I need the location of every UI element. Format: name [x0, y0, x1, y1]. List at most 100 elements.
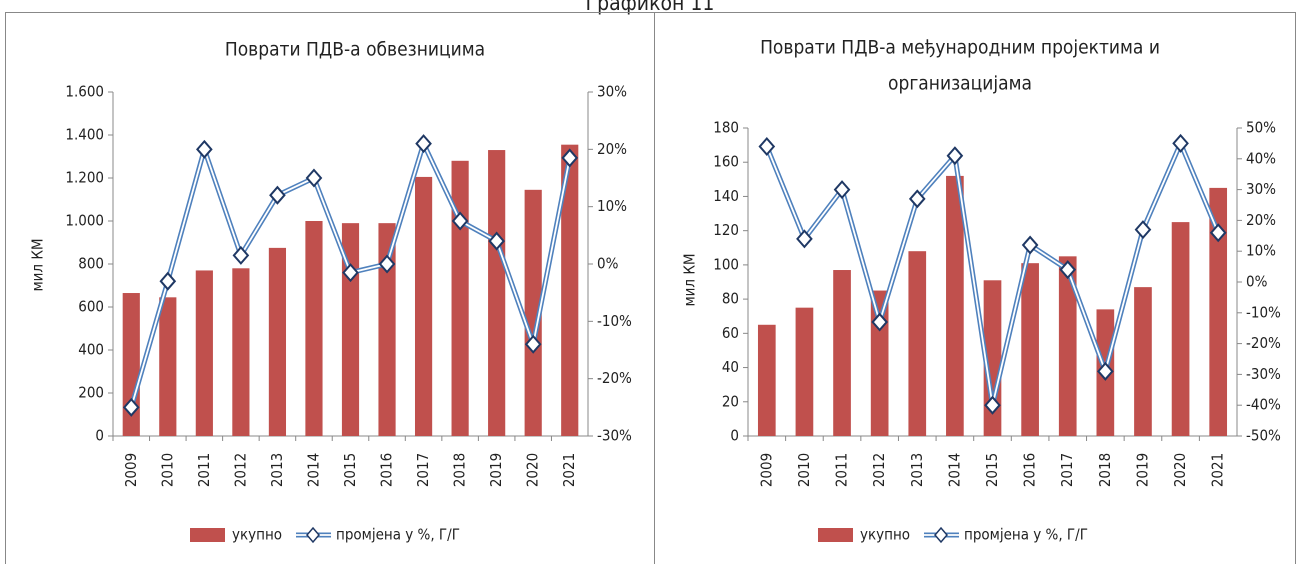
- legend-marker: [934, 526, 948, 544]
- x-tick-label: 2017: [1058, 453, 1076, 487]
- y-tick-label: 120: [713, 221, 739, 239]
- x-tick-label: 2010: [795, 453, 813, 487]
- line-marker: [159, 271, 177, 291]
- y-tick-label: 20: [722, 392, 739, 410]
- y2-tick-label: -20%: [1246, 334, 1281, 352]
- y-tick-label: 600: [78, 298, 104, 316]
- y-tick-label: 800: [78, 255, 104, 273]
- y2-tick-label: -30%: [1246, 365, 1281, 383]
- y-axis-label: мил КМ: [681, 253, 699, 306]
- bar: [1209, 187, 1228, 436]
- y-tick-label: 1.000: [65, 212, 104, 230]
- line-marker: [1134, 220, 1152, 240]
- bar: [908, 251, 927, 436]
- x-tick-label: 2009: [757, 453, 775, 487]
- y-tick-label: 400: [78, 341, 104, 359]
- line-marker: [796, 229, 813, 249]
- legend-label: промјена у %, Г/Г: [336, 526, 460, 544]
- y2-tick-label: 10%: [1246, 242, 1276, 260]
- line-marker: [1172, 133, 1189, 153]
- line-marker: [984, 395, 1001, 415]
- y2-tick-label: 50%: [1246, 119, 1276, 137]
- y-tick-label: 1.200: [65, 169, 104, 187]
- legend-swatch: [818, 528, 853, 542]
- y-tick-label: 200: [78, 384, 104, 402]
- x-tick-label: 2020: [524, 453, 542, 487]
- x-tick-label: 2013: [908, 453, 926, 487]
- bar: [1171, 222, 1190, 436]
- x-tick-label: 2016: [378, 453, 396, 487]
- y2-tick-label: 20%: [1246, 211, 1276, 229]
- bar: [946, 175, 964, 436]
- bar: [757, 324, 776, 436]
- bar: [451, 160, 469, 437]
- bar: [795, 307, 814, 436]
- y2-tick-label: -20%: [597, 369, 632, 387]
- bar: [414, 176, 433, 437]
- line-marker: [908, 189, 926, 209]
- y2-tick-label: 0%: [597, 255, 619, 273]
- line-marker: [378, 254, 396, 274]
- x-tick-label: 2013: [268, 453, 286, 487]
- line-marker: [1021, 235, 1039, 255]
- bar: [561, 144, 579, 437]
- bar: [268, 247, 287, 436]
- y-tick-label: 40: [722, 358, 739, 376]
- line-marker: [871, 312, 888, 332]
- x-tick-label: 2010: [158, 453, 176, 487]
- line-marker: [122, 397, 140, 417]
- line-marker: [1209, 223, 1227, 243]
- line-marker: [561, 148, 579, 168]
- y-tick-label: 160: [713, 153, 739, 171]
- bar: [378, 223, 396, 436]
- line-marker: [488, 231, 505, 251]
- y2-tick-label: -50%: [1246, 427, 1281, 445]
- y-tick-label: 1.600: [65, 83, 104, 101]
- y2-tick-label: -10%: [597, 312, 632, 330]
- x-tick-label: 2018: [451, 453, 469, 487]
- bar: [232, 268, 250, 436]
- x-tick-label: 2012: [870, 453, 888, 487]
- legend-label: промјена у %, Г/Г: [964, 526, 1088, 544]
- x-tick-label: 2012: [231, 453, 249, 487]
- bar: [870, 290, 889, 436]
- x-tick-label: 2011: [833, 453, 851, 487]
- x-tick-label: 2021: [1209, 453, 1227, 487]
- chart-title: Поврати ПДВ-а обвезницима: [225, 39, 485, 61]
- x-tick-label: 2019: [487, 453, 505, 487]
- y-tick-label: 1.400: [65, 126, 104, 144]
- y-tick-label: 60: [722, 324, 739, 342]
- bar: [524, 189, 542, 436]
- y2-tick-label: 40%: [1246, 149, 1276, 167]
- x-tick-label: 2017: [414, 453, 432, 487]
- line-marker: [196, 139, 213, 159]
- page-header: Графикон 11: [586, 0, 715, 15]
- bar: [1134, 287, 1152, 436]
- bar: [159, 297, 177, 436]
- x-tick-label: 2014: [304, 453, 322, 487]
- bar: [195, 270, 213, 436]
- x-tick-label: 2015: [983, 453, 1001, 487]
- y-tick-label: 0: [730, 427, 739, 445]
- chart-title: Поврати ПДВ-а међународним пројектима и: [760, 37, 1160, 59]
- y2-tick-label: -30%: [597, 427, 632, 445]
- x-tick-label: 2019: [1133, 453, 1151, 487]
- x-tick-label: 2014: [945, 453, 963, 487]
- panel-frame: [654, 12, 1296, 564]
- line-marker: [269, 185, 286, 205]
- x-tick-label: 2015: [341, 453, 359, 487]
- y-tick-label: 100: [713, 255, 739, 273]
- bar: [833, 270, 851, 436]
- x-tick-label: 2018: [1096, 453, 1114, 487]
- legend-label: укупно: [232, 526, 282, 544]
- y2-tick-label: -10%: [1246, 303, 1281, 321]
- legend-swatch: [190, 528, 225, 542]
- y2-tick-label: -40%: [1246, 396, 1281, 414]
- y2-tick-label: 0%: [1246, 273, 1268, 291]
- y2-tick-label: 20%: [597, 140, 627, 158]
- line-marker: [342, 263, 359, 283]
- line-marker: [758, 136, 776, 156]
- y-axis-label: мил КМ: [29, 238, 47, 291]
- legend-marker: [306, 526, 320, 544]
- x-tick-label: 2016: [1021, 453, 1039, 487]
